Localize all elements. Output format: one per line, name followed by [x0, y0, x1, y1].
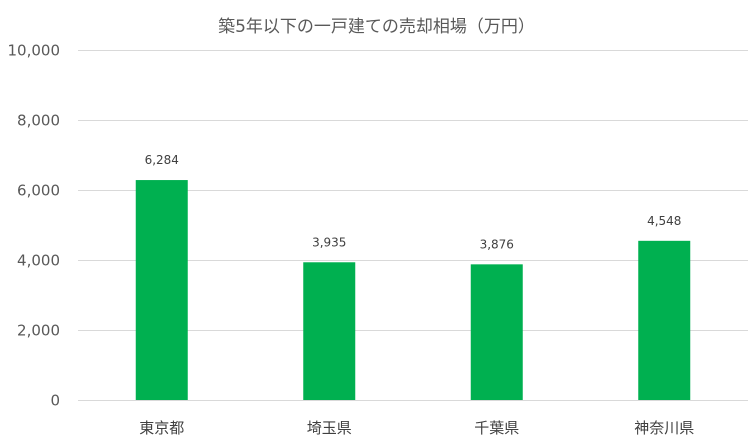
x-tick-label: 神奈川県	[634, 419, 694, 437]
bar	[135, 180, 188, 400]
bar	[638, 240, 691, 400]
data-label: 6,284	[145, 153, 179, 167]
x-tick-label: 千葉県	[474, 419, 519, 437]
y-tick-label: 2,000	[17, 322, 60, 340]
chart-title: 築5年以下の一戸建ての売却相場（万円）	[218, 17, 535, 37]
gridlines	[78, 50, 748, 401]
bar	[470, 264, 523, 400]
data-label: 4,548	[647, 214, 681, 228]
bars	[135, 180, 691, 400]
x-axis: 東京都 埼玉県 千葉県 神奈川県	[139, 419, 694, 437]
y-axis: 0 2,000 4,000 6,000 8,000 10,000	[8, 42, 61, 410]
data-label: 3,876	[480, 237, 514, 251]
y-tick-label: 10,000	[8, 42, 61, 60]
y-tick-label: 8,000	[17, 112, 60, 130]
x-tick-label: 東京都	[139, 419, 184, 437]
data-label: 3,935	[312, 235, 346, 249]
bar	[303, 262, 356, 400]
y-tick-label: 4,000	[17, 252, 60, 270]
x-tick-label: 埼玉県	[307, 419, 352, 437]
data-labels: 6,284 3,935 3,876 4,548	[145, 153, 682, 251]
y-tick-label: 0	[50, 392, 60, 410]
y-tick-label: 6,000	[17, 182, 60, 200]
